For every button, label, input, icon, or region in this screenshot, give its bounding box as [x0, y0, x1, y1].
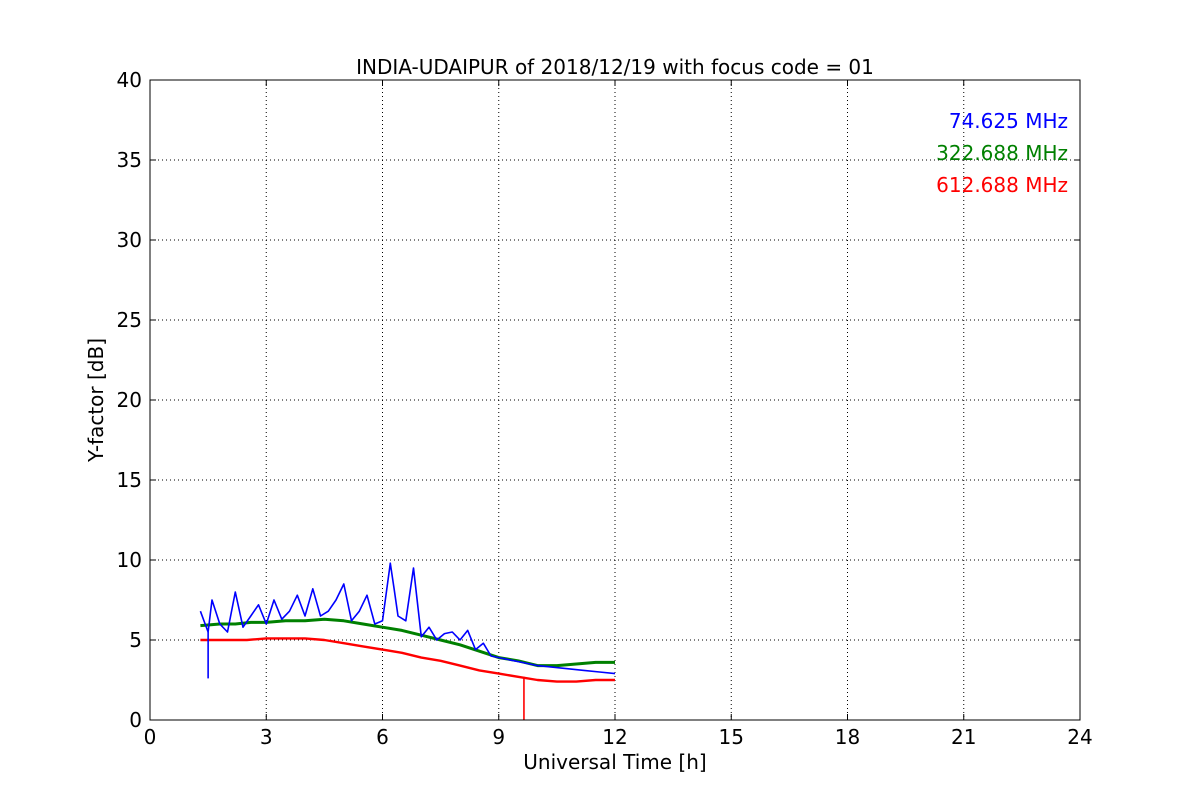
- x-tick-label: 9: [492, 725, 505, 749]
- y-tick-label: 10: [117, 548, 142, 572]
- series-layer: [199, 562, 616, 720]
- x-tick-label: 12: [602, 725, 627, 749]
- y-tick-label: 15: [117, 468, 142, 492]
- y-tick-label: 25: [117, 308, 142, 332]
- legend-entry-1: 74.625 MHz: [949, 109, 1068, 133]
- y-tick-label: 20: [117, 388, 142, 412]
- y-tick-label: 0: [129, 708, 142, 732]
- legend-entry-2: 322.688 MHz: [936, 141, 1068, 165]
- x-tick-label: 3: [260, 725, 273, 749]
- legend-entry-3: 612.688 MHz: [936, 173, 1068, 197]
- series-line-2: [200, 617, 615, 668]
- x-axis-label: Universal Time [h]: [523, 750, 706, 774]
- series-line-3: [200, 637, 615, 683]
- x-tick-label: 0: [144, 725, 157, 749]
- x-tick-label: 21: [951, 725, 976, 749]
- series-line-1: [199, 562, 616, 675]
- grid: [150, 80, 1080, 720]
- ticks: 0 3 6 9 12 15 18 21 24 0 5 10 15 20 25 30 35 40: [117, 68, 1093, 749]
- y-tick-label: 30: [117, 228, 142, 252]
- y-tick-label: 5: [129, 628, 142, 652]
- y-tick-label: 35: [117, 148, 142, 172]
- x-tick-label: 15: [719, 725, 744, 749]
- y-axis-label: Y-factor [dB]: [84, 338, 108, 463]
- x-tick-label: 6: [376, 725, 389, 749]
- legend: 74.625 MHz 322.688 MHz 612.688 MHz: [936, 109, 1068, 197]
- y-tick-label: 40: [117, 68, 142, 92]
- chart-title: INDIA-UDAIPUR of 2018/12/19 with focus c…: [356, 55, 874, 79]
- x-tick-label: 24: [1067, 725, 1092, 749]
- x-tick-label: 18: [835, 725, 860, 749]
